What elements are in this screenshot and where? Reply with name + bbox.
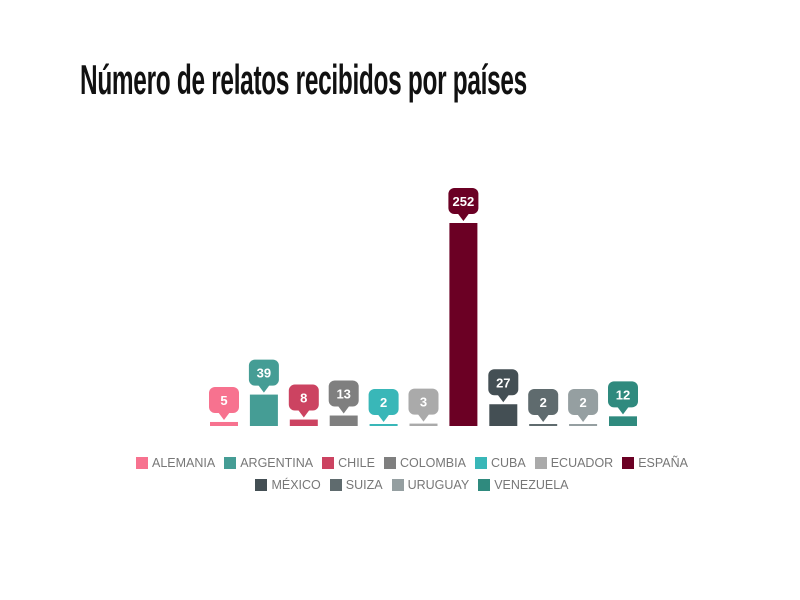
data-label: 27 bbox=[488, 369, 519, 403]
data-label-bubble bbox=[528, 389, 559, 415]
data-label: 8 bbox=[288, 384, 319, 418]
data-label-bubble bbox=[448, 188, 479, 214]
data-label-bubble bbox=[608, 381, 638, 408]
bar-argentina[interactable] bbox=[249, 394, 278, 426]
data-label-pointer bbox=[337, 405, 350, 414]
data-label-pointer bbox=[497, 394, 510, 403]
legend-label: URUGUAY bbox=[407, 478, 470, 492]
data-label-bubble bbox=[488, 369, 519, 396]
data-label-bubble bbox=[248, 359, 279, 386]
legend-label: ECUADOR bbox=[550, 456, 614, 470]
legend-label: COLOMBIA bbox=[399, 456, 466, 470]
legend-item[interactable]: URUGUAY bbox=[391, 478, 470, 492]
data-label-bubble bbox=[408, 388, 439, 415]
data-label: 2 bbox=[568, 389, 599, 422]
data-label-pointer bbox=[377, 414, 390, 422]
bar-españa[interactable] bbox=[449, 223, 478, 426]
legend-swatch bbox=[474, 457, 487, 469]
data-label-pointer bbox=[257, 384, 270, 393]
legend-label: VENEZUELA bbox=[494, 478, 569, 492]
legend-swatch bbox=[534, 457, 547, 469]
legend-item[interactable]: ECUADOR bbox=[534, 456, 614, 470]
data-label: 12 bbox=[608, 381, 638, 415]
data-label-pointer bbox=[617, 406, 629, 415]
data-label-text: 2 bbox=[579, 395, 586, 410]
data-label-text: 27 bbox=[496, 375, 510, 390]
data-label-bubble bbox=[288, 384, 319, 411]
data-label-pointer bbox=[577, 414, 590, 422]
data-label-pointer bbox=[537, 414, 550, 422]
bar-colombia[interactable] bbox=[329, 415, 358, 426]
legend-swatch bbox=[391, 479, 404, 491]
bar-uruguay[interactable] bbox=[569, 424, 598, 426]
legend-item[interactable]: SUIZA bbox=[329, 478, 383, 492]
legend-item[interactable]: ESPAÑA bbox=[622, 456, 688, 470]
legend-label: ESPAÑA bbox=[638, 456, 689, 470]
data-label: 13 bbox=[328, 380, 359, 414]
legend-swatch bbox=[135, 457, 148, 469]
legend-swatch bbox=[322, 457, 335, 469]
data-label: 39 bbox=[248, 359, 279, 393]
legend-label: MÉXICO bbox=[271, 478, 321, 492]
bar-cuba[interactable] bbox=[369, 424, 398, 426]
legend-row-2: MÉXICO SUIZA URUGUAY VENEZUELA bbox=[0, 478, 800, 492]
data-label-pointer bbox=[417, 413, 430, 422]
legend-item[interactable]: VENEZUELA bbox=[478, 478, 569, 492]
data-label-bubble bbox=[209, 386, 239, 413]
legend-label: SUIZA bbox=[345, 478, 383, 492]
data-label-pointer bbox=[218, 411, 230, 420]
data-label-bubble bbox=[568, 389, 599, 415]
legend-label: CHILE bbox=[338, 456, 375, 470]
data-label-pointer bbox=[297, 409, 310, 418]
data-label-bubble bbox=[328, 380, 359, 407]
data-label-text: 2 bbox=[380, 395, 387, 410]
legend-item[interactable]: COLOMBIA bbox=[383, 456, 466, 470]
legend-label: ARGENTINA bbox=[240, 456, 314, 470]
legend-label: ALEMANIA bbox=[151, 456, 216, 470]
data-label: 2 bbox=[368, 389, 399, 422]
legend-swatch bbox=[622, 457, 635, 469]
data-label-text: 2 bbox=[540, 395, 547, 410]
legend-item[interactable]: ARGENTINA bbox=[224, 456, 313, 470]
legend-item[interactable]: CUBA bbox=[474, 456, 526, 470]
data-label-text: 3 bbox=[420, 395, 427, 410]
data-label: 252 bbox=[448, 188, 479, 221]
data-label: 5 bbox=[209, 386, 239, 420]
legend-row-1: ALEMANIA ARGENTINA CHILE COLOMBIA CUBA ECUADO… bbox=[0, 456, 800, 470]
bar-alemania[interactable] bbox=[210, 421, 238, 426]
data-label-text: 39 bbox=[257, 366, 271, 381]
bar-suiza[interactable] bbox=[529, 424, 558, 426]
bar-venezuela[interactable] bbox=[609, 416, 637, 426]
legend-swatch bbox=[383, 457, 396, 469]
bar-ecuador[interactable] bbox=[409, 423, 438, 426]
data-label-text: 252 bbox=[453, 194, 475, 209]
legend-item[interactable]: ALEMANIA bbox=[135, 456, 216, 470]
legend-swatch bbox=[255, 479, 268, 491]
data-label-pointer bbox=[457, 213, 470, 221]
data-label-text: 8 bbox=[300, 391, 307, 406]
data-label-text: 5 bbox=[220, 393, 227, 408]
data-label: 3 bbox=[408, 388, 439, 422]
legend-item[interactable]: CHILE bbox=[322, 456, 375, 470]
data-label-bubble bbox=[368, 389, 399, 415]
legend-item[interactable]: MÉXICO bbox=[255, 478, 321, 492]
legend-swatch bbox=[478, 479, 491, 491]
legend-swatch bbox=[224, 457, 237, 469]
bar-chile[interactable] bbox=[289, 419, 318, 426]
data-label-text: 12 bbox=[616, 387, 630, 402]
chart-title: Número de relatos recibidos por países bbox=[80, 56, 527, 103]
legend-label: CUBA bbox=[490, 456, 526, 470]
data-label-text: 13 bbox=[336, 387, 350, 402]
data-label: 2 bbox=[528, 389, 559, 422]
legend-swatch bbox=[329, 479, 342, 491]
bar-méxico[interactable] bbox=[489, 404, 518, 426]
